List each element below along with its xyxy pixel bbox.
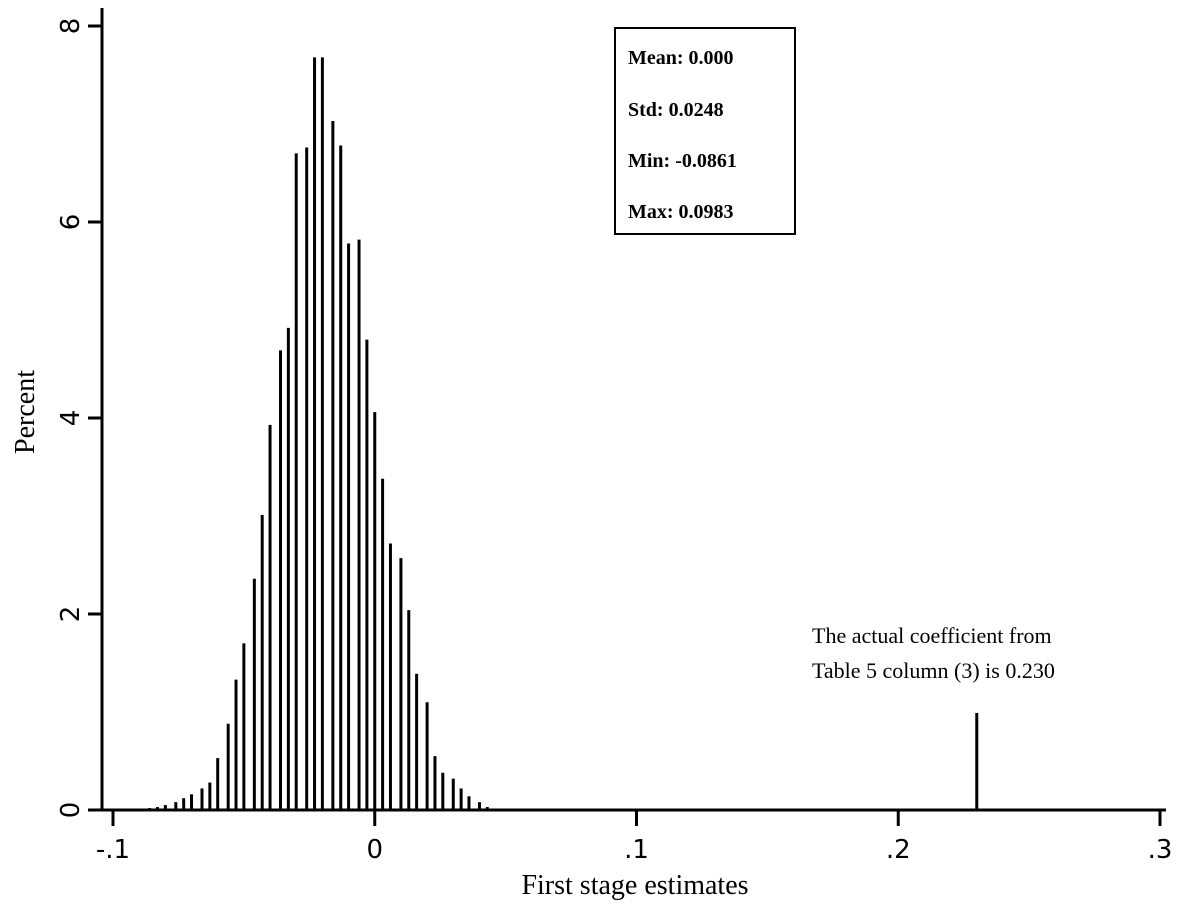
y-tick-label: 0: [56, 802, 86, 819]
y-axis-title: Percent: [10, 370, 41, 454]
x-axis-title: First stage estimates: [521, 870, 748, 901]
x-axis-ticks: -.1 0 .1 .2 .3: [96, 810, 1173, 865]
histogram-bars: [137, 57, 979, 810]
annotation-line-1: The actual coefficient from: [812, 623, 1052, 648]
x-tick-label: -.1: [96, 835, 130, 865]
stats-box: Mean: 0.000 Std: 0.0248 Min: -0.0861 Max…: [614, 27, 796, 235]
stats-box-frame: [614, 27, 796, 235]
x-tick-label: .3: [1148, 835, 1173, 865]
coefficient-annotation: The actual coefficient from Table 5 colu…: [812, 623, 1055, 683]
stats-min: Min: -0.0861: [628, 150, 737, 172]
stats-std: Std: 0.0248: [628, 99, 724, 121]
y-tick-label: 2: [56, 606, 86, 623]
y-tick-label: 8: [56, 18, 86, 35]
y-tick-label: 4: [56, 410, 86, 427]
y-axis-ticks: 0 2 4 6 8: [56, 18, 102, 819]
stats-mean: Mean: 0.000: [628, 47, 734, 69]
stats-max: Max: 0.0983: [628, 201, 734, 223]
x-tick-label: .2: [886, 835, 911, 865]
y-tick-label: 6: [56, 214, 86, 231]
annotation-line-2: Table 5 column (3) is 0.230: [812, 658, 1055, 683]
x-tick-label: .1: [624, 835, 649, 865]
x-tick-label: 0: [366, 835, 383, 865]
